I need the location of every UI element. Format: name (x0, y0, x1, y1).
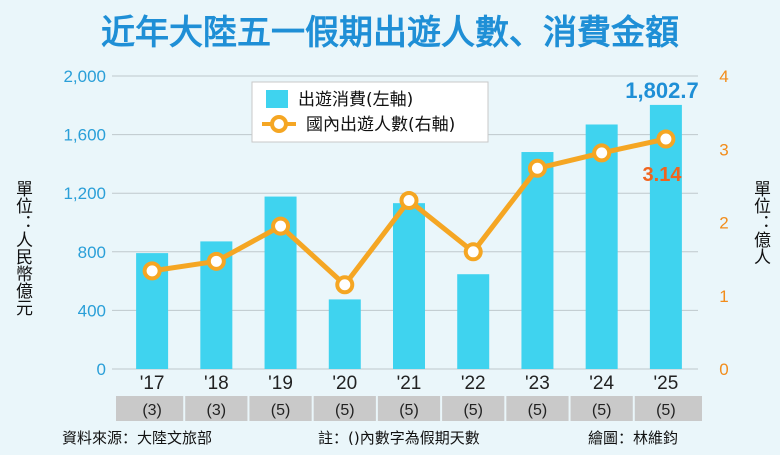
y-right-tick-label: 2 (719, 214, 728, 233)
bar (521, 152, 554, 369)
bar (585, 124, 618, 369)
line-point (206, 251, 226, 271)
line-point (399, 191, 419, 211)
legend-bar-swatch (266, 90, 288, 108)
line-point (463, 242, 483, 262)
line-point (142, 261, 162, 281)
y-right-axis-title: 單位：億人 (750, 180, 771, 265)
x-tick-note: (5) (335, 402, 355, 419)
x-categories: '17 (3) '18 (3) '19 (5) '20 (5) '21 (5) '22 (5) '23 (… (116, 373, 702, 421)
x-tick-label: '22 (461, 373, 486, 394)
bar (393, 203, 425, 369)
line-series (142, 129, 676, 295)
y-right-tick-label: 4 (719, 67, 728, 86)
line-point (271, 216, 291, 236)
line-point (527, 158, 547, 178)
bar-series (136, 104, 682, 369)
y-left-tick-label: 800 (78, 243, 106, 262)
legend-line-marker (270, 115, 288, 133)
line-point (656, 129, 676, 149)
chart-title: 近年大陸五一假期出遊人數、消費金額 (101, 13, 679, 53)
x-tick-note: (5) (528, 402, 548, 419)
y-right-tick-label: 0 (719, 360, 728, 379)
x-tick-note: (3) (207, 402, 227, 419)
x-tick-note: (5) (271, 402, 291, 419)
y-left-tick-label: 0 (97, 360, 106, 379)
bar (457, 274, 490, 369)
y-left-tick-label: 2,000 (63, 67, 106, 86)
y-right-tick-label: 1 (719, 287, 728, 306)
x-note-band (116, 396, 702, 421)
y-right-title: 單位：億人 (750, 180, 771, 265)
x-tick-label: '23 (525, 373, 550, 394)
line-data-label: 3.14 (643, 164, 683, 186)
bar (328, 299, 361, 369)
y-left-tick-label: 400 (78, 301, 106, 320)
y-left-tick-label: 1,600 (63, 126, 106, 145)
x-tick-label: '17 (140, 373, 165, 394)
axis-ticks: 0 400 800 1,200 1,600 2,000 0 1 2 3 4 (63, 67, 728, 379)
x-tick-note: (3) (142, 402, 162, 419)
legend: 出遊消費(左軸) 國內出遊人數(右軸) (251, 81, 489, 143)
x-tick-note: (5) (463, 402, 483, 419)
y-left-title: 單位：人民幣億元 (12, 180, 33, 316)
line-point (592, 143, 612, 163)
legend-line-label: 國內出遊人數(右軸) (306, 115, 455, 135)
x-tick-label: '25 (654, 373, 679, 394)
bar (649, 104, 682, 369)
x-tick-label: '19 (268, 373, 293, 394)
y-right-tick-label: 3 (719, 140, 728, 159)
x-tick-label: '24 (589, 373, 614, 394)
x-tick-note: (5) (656, 402, 676, 419)
y-left-axis-title: 單位：人民幣億元 (12, 180, 33, 316)
x-tick-note: (5) (592, 402, 612, 419)
line-point (335, 275, 355, 295)
footer-note: 註：()內數字為假期天數 (318, 429, 480, 447)
legend-box (251, 81, 489, 143)
x-tick-note: (5) (399, 402, 419, 419)
bar-data-label: 1,802.7 (625, 78, 698, 103)
footer-credit: 繪圖：林維鈞 (588, 429, 678, 447)
x-tick-label: '20 (332, 373, 357, 394)
x-tick-label: '21 (397, 373, 422, 394)
footer-source: 資料來源：大陸文旅部 (62, 429, 212, 447)
legend-bar-label: 出遊消費(左軸) (298, 90, 413, 110)
x-tick-label: '18 (204, 373, 229, 394)
y-left-tick-label: 1,200 (63, 184, 106, 203)
